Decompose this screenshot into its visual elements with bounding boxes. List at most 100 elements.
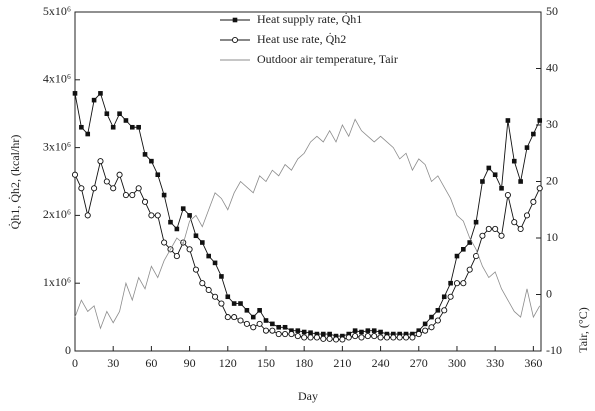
marker [294,333,301,340]
y-tick-label: 5x10⁶ [43,4,71,18]
marker [282,324,288,330]
x-axis-label: Day [298,389,318,403]
marker [97,158,104,165]
marker [256,320,263,327]
marker [517,225,524,233]
marker [492,172,498,178]
marker [263,318,269,323]
marker [486,165,492,171]
x-tick-label: 30 [107,356,119,370]
legend-label: Heat supply rate, Q̇h1 [257,11,362,25]
marker [72,91,78,96]
marker [206,253,211,259]
marker [142,152,148,157]
marker [161,239,168,246]
y-tick-label: 0 [65,343,71,357]
marker [301,329,307,335]
marker [320,335,327,342]
marker [243,320,250,327]
marker [136,124,141,130]
x-tick-label: 60 [145,356,157,370]
y2-tick-label: 40 [546,60,558,74]
marker [397,331,402,337]
marker [523,212,531,219]
marker [384,331,390,337]
marker [479,232,486,239]
marker [301,334,308,341]
marker [466,266,473,273]
marker [110,124,116,130]
marker [467,240,472,245]
y-axis-label: Q̇h1, Q̇h2, (kcal/hr) [7,135,21,230]
marker [123,118,129,123]
y2-tick-label: 20 [546,173,558,187]
marker [402,334,410,341]
marker [186,246,193,253]
x-tick-label: 330 [486,356,504,370]
marker [244,308,250,313]
x-tick-label: 120 [219,356,237,370]
marker [307,334,314,341]
marker [352,328,358,333]
marker [117,111,122,116]
marker [434,317,441,324]
marker [447,293,454,300]
x-tick-label: 180 [295,356,313,370]
marker [320,331,326,337]
marker [129,192,136,199]
marker [275,330,282,338]
marker [78,185,85,192]
marker [422,321,428,327]
marker [238,301,243,306]
marker [460,280,467,287]
marker [326,335,333,342]
marker [371,328,377,333]
marker [218,300,225,307]
marker [327,331,332,337]
y2-tick-label: 30 [546,117,558,131]
marker [193,233,199,239]
marker [429,314,434,320]
marker [461,247,466,252]
marker [505,118,511,123]
marker [224,314,231,321]
y-tick-label: 2x10⁶ [43,207,71,221]
marker [155,172,161,178]
series-line [74,92,541,337]
marker [314,331,320,337]
marker [161,192,167,198]
marker [537,118,543,123]
x-tick-label: 360 [524,356,542,370]
marker [104,111,110,116]
marker [84,212,91,219]
marker [225,294,231,300]
marker [365,328,371,333]
marker [262,327,270,334]
marker [257,308,262,313]
marker [200,240,205,245]
marker [308,330,313,335]
marker [396,334,403,341]
marker [345,334,352,341]
marker [410,331,415,337]
marker [416,328,422,333]
marker [149,158,154,164]
marker [383,334,390,341]
legend-label: Outdoor air temperature, Tair [257,52,398,66]
marker [98,91,103,96]
marker [250,314,256,320]
marker [340,333,345,339]
marker [168,219,173,225]
y2-tick-label: 10 [546,230,558,244]
marker [180,206,186,211]
marker [276,324,282,330]
marker [378,329,383,335]
marker [359,329,364,335]
marker [231,36,239,44]
y-tick-label: 1x10⁶ [43,275,71,289]
marker [371,333,378,340]
marker [332,336,340,343]
marker [480,179,485,184]
marker [377,334,384,341]
marker [199,280,206,287]
